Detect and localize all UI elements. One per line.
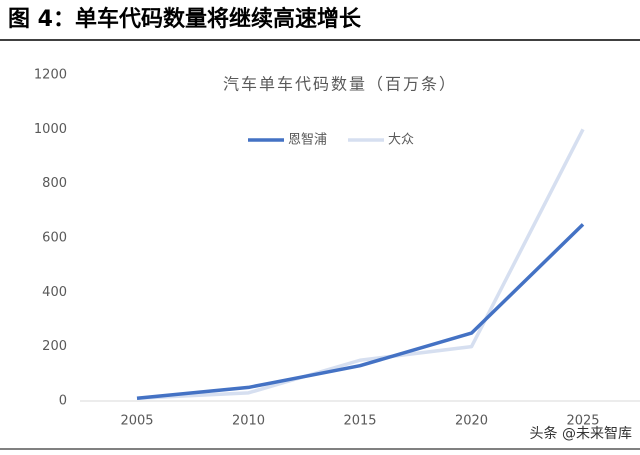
x-tick-label: 2025 xyxy=(566,414,599,429)
watermark: 头条 @未来智库 xyxy=(530,425,632,442)
x-tick-label: 2005 xyxy=(120,414,153,429)
series-line xyxy=(136,223,585,401)
y-tick-label: 200 xyxy=(42,339,67,354)
y-tick-label: 1200 xyxy=(34,68,67,83)
x-tick-label: 2010 xyxy=(232,414,265,429)
header-title: 图 4：单车代码数量将继续高速增长 xyxy=(8,6,362,32)
x-tick-label: 2015 xyxy=(343,414,376,429)
legend-label: 恩智浦 xyxy=(288,133,327,148)
series-line xyxy=(136,128,585,401)
y-tick-label: 400 xyxy=(42,285,67,300)
y-tick-label: 1000 xyxy=(34,122,67,137)
chart-title: 汽车单车代码数量（百万条） xyxy=(223,75,457,94)
legend-label: 大众 xyxy=(388,133,414,148)
y-tick-label: 800 xyxy=(42,176,67,191)
x-tick-label: 2020 xyxy=(455,414,488,429)
y-tick-label: 0 xyxy=(59,394,67,409)
y-tick-label: 600 xyxy=(42,231,67,246)
